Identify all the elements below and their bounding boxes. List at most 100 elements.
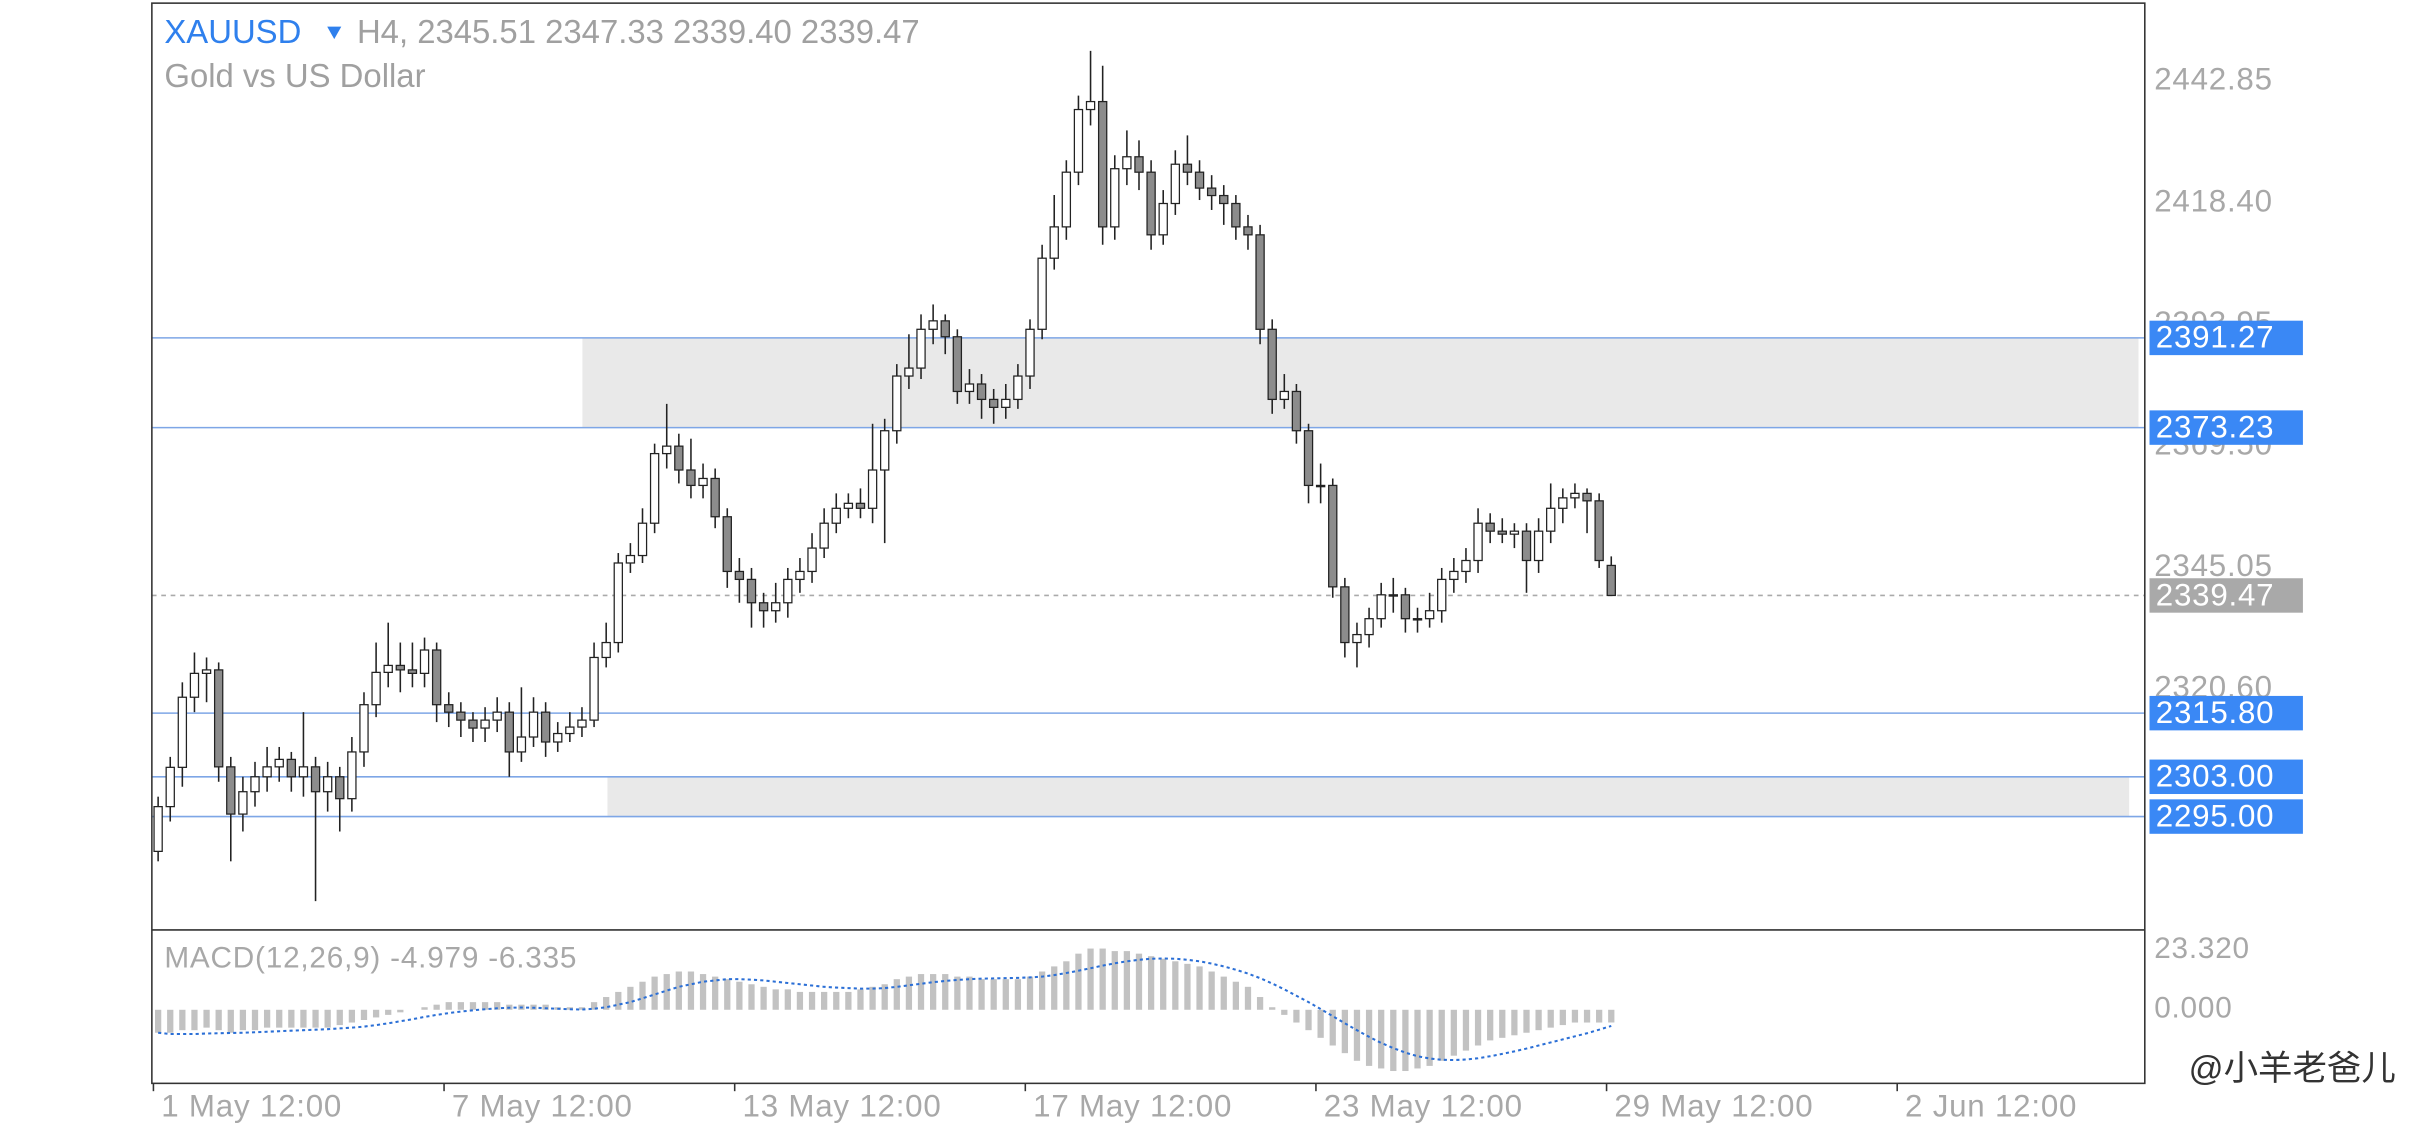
- macd-bar: [627, 986, 634, 1010]
- macd-bar: [179, 1009, 186, 1031]
- macd-bar: [578, 1007, 586, 1010]
- candle-body: [710, 477, 720, 518]
- macd-bar: [590, 1002, 598, 1010]
- macd-bar: [1256, 997, 1264, 1010]
- y-tick-label: 2418.40: [2154, 183, 2273, 218]
- candle-body: [238, 791, 248, 815]
- candle-body: [867, 469, 878, 509]
- macd-bar: [712, 976, 719, 1010]
- macd-bar: [772, 989, 779, 1010]
- candle-body: [1352, 633, 1362, 644]
- candle-body: [1049, 226, 1059, 259]
- macd-bar: [1305, 1009, 1312, 1031]
- candle-body: [165, 766, 175, 808]
- candle-body: [1025, 328, 1035, 377]
- candle-body: [976, 383, 987, 401]
- candle-body: [1194, 171, 1205, 189]
- macd-bar: [1281, 1009, 1288, 1015]
- candle-body: [879, 430, 890, 471]
- y-tick-label: 2442.85: [2154, 62, 2273, 97]
- candle-body: [734, 570, 745, 581]
- macd-bar: [457, 1002, 464, 1010]
- macd-bar: [1317, 1009, 1324, 1038]
- macd-bar: [1499, 1009, 1506, 1038]
- candle-body: [1146, 171, 1156, 236]
- candle-body: [746, 578, 757, 604]
- dropdown-icon[interactable]: [327, 26, 342, 40]
- macd-bar: [1026, 976, 1034, 1010]
- candle-body: [589, 656, 599, 721]
- zone: [582, 337, 2139, 428]
- macd-bar: [1075, 953, 1082, 1010]
- candle-body: [1594, 500, 1604, 562]
- candle-body: [565, 726, 575, 735]
- macd-y-tick-label: 23.320: [2154, 932, 2250, 965]
- candle-body: [1449, 570, 1459, 581]
- candle-body: [904, 367, 914, 377]
- candle-body: [698, 477, 708, 487]
- macd-bar: [845, 991, 852, 1010]
- level-label: 2373.23: [2156, 409, 2275, 444]
- candle-body: [262, 766, 272, 778]
- macd-bar: [1184, 963, 1191, 1010]
- candle-body: [371, 671, 381, 706]
- macd-bar: [760, 986, 767, 1010]
- candle-body: [189, 672, 200, 698]
- macd-bar: [930, 974, 937, 1010]
- x-tick-label: 1 May 12:00: [161, 1089, 342, 1124]
- candle-body: [504, 711, 514, 753]
- candle-body: [662, 445, 672, 455]
- candle-body: [1110, 168, 1120, 228]
- macd-bar: [1196, 966, 1203, 1010]
- macd-signal-line: [158, 957, 1612, 1062]
- macd-bar: [942, 974, 949, 1010]
- candle-body: [1013, 375, 1023, 401]
- candle-body: [226, 766, 236, 815]
- candle-body: [480, 719, 490, 729]
- candle-body: [1206, 187, 1217, 197]
- macd-bar: [833, 991, 840, 1010]
- candle-body: [1170, 163, 1181, 205]
- candle-body: [831, 507, 841, 524]
- candle-body: [431, 649, 442, 706]
- candle-body: [964, 383, 975, 393]
- macd-bar: [421, 1007, 428, 1010]
- macd-bar: [675, 971, 682, 1010]
- macd-bar: [288, 1009, 295, 1028]
- last-price-label: 2339.47: [2156, 577, 2275, 612]
- candle-body: [1243, 226, 1253, 236]
- candle-body: [1533, 530, 1544, 562]
- candle-body: [1340, 586, 1350, 644]
- macd-bar: [251, 1009, 259, 1031]
- candle-body: [250, 776, 260, 793]
- macd-bar: [857, 989, 864, 1010]
- level-label-box: [2149, 320, 2303, 356]
- macd-bar: [1608, 1009, 1615, 1023]
- candle-body: [1546, 507, 1556, 532]
- symbol-title[interactable]: XAUUSD: [164, 13, 301, 50]
- candle-body: [722, 516, 732, 573]
- candle-body: [892, 375, 902, 432]
- macd-bar: [784, 989, 791, 1010]
- macd-bar: [336, 1009, 343, 1026]
- macd-bar: [167, 1009, 174, 1033]
- macd-bar: [1583, 1009, 1591, 1023]
- candle-body: [807, 547, 817, 573]
- candle-body: [795, 570, 805, 581]
- macd-bar: [1547, 1009, 1554, 1028]
- macd-bar: [736, 981, 743, 1010]
- macd-bar: [699, 974, 707, 1010]
- candle-body: [1073, 108, 1084, 173]
- macd-bar: [687, 971, 695, 1010]
- macd-bar: [603, 997, 610, 1010]
- macd-bar: [348, 1009, 356, 1023]
- macd-bar: [1147, 956, 1155, 1010]
- macd-bar: [1232, 981, 1240, 1010]
- level-label: 2315.80: [2156, 695, 2275, 730]
- macd-bar: [1293, 1009, 1300, 1023]
- macd-bar: [663, 974, 670, 1010]
- macd-bar: [445, 1002, 452, 1010]
- candle-body: [928, 320, 938, 330]
- candle-body: [1231, 202, 1241, 228]
